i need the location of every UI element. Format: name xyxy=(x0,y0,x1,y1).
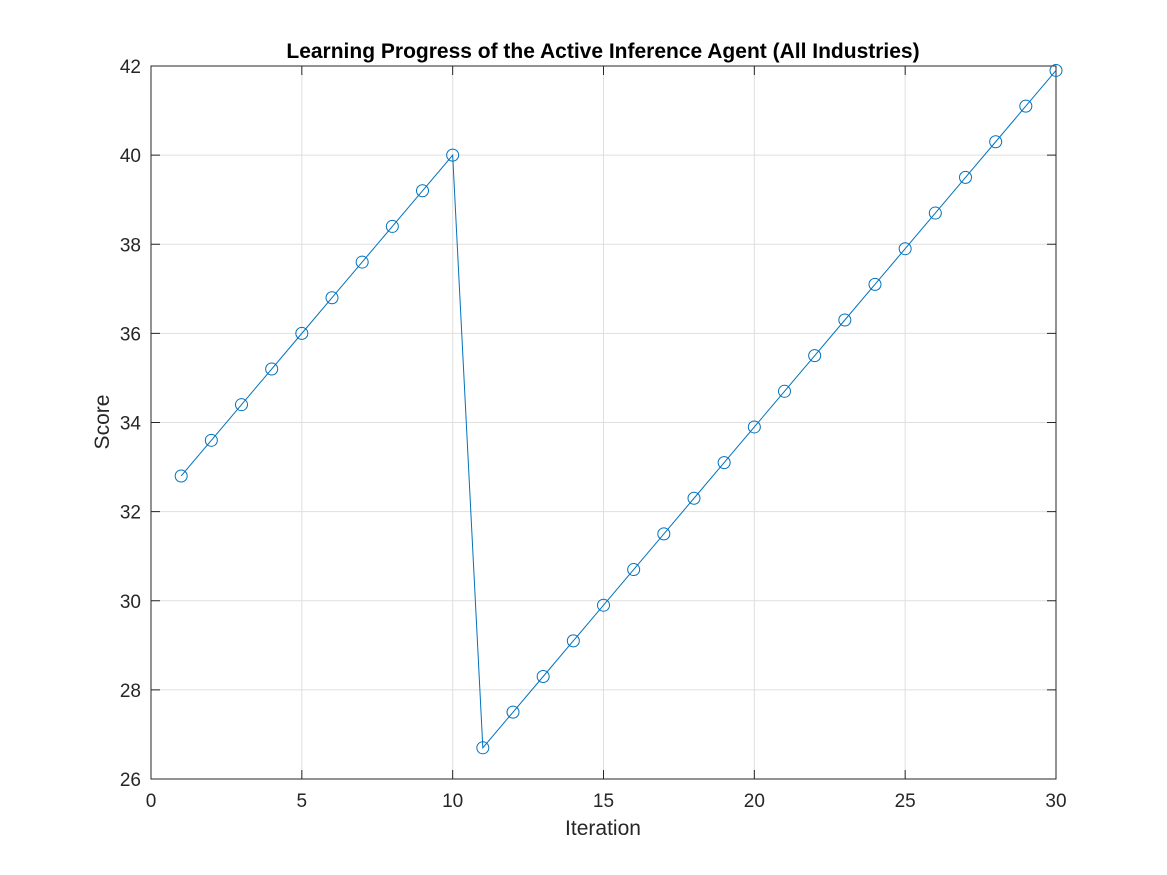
y-tick-label: 26 xyxy=(120,770,141,791)
series-layer xyxy=(174,63,1063,755)
x-tick-label: 0 xyxy=(146,791,157,812)
chart-title: Learning Progress of the Active Inferenc… xyxy=(286,40,919,63)
data-point-marker xyxy=(416,184,429,198)
data-point-marker xyxy=(355,255,369,269)
data-point-marker xyxy=(325,291,339,305)
y-tick-label: 40 xyxy=(120,146,141,167)
data-point-marker xyxy=(476,741,490,755)
data-point-marker xyxy=(265,362,279,376)
x-tick-label: 15 xyxy=(593,791,614,812)
data-point-marker xyxy=(506,705,520,719)
x-tick-label: 5 xyxy=(297,791,308,812)
data-point-marker xyxy=(385,219,399,233)
data-point-marker xyxy=(808,349,822,363)
data-point-marker xyxy=(959,170,972,184)
data-point-marker xyxy=(1019,99,1033,113)
x-tick-label: 10 xyxy=(442,791,463,812)
data-point-marker xyxy=(687,491,701,505)
data-point-marker xyxy=(204,433,218,447)
y-tick-label: 32 xyxy=(120,503,141,524)
data-point-marker xyxy=(898,242,912,256)
data-point-marker xyxy=(295,326,309,340)
y-tick-label: 28 xyxy=(120,681,141,702)
data-point-marker xyxy=(174,469,188,483)
y-tick-label: 42 xyxy=(120,57,141,78)
y-axis-label: Score xyxy=(91,395,114,450)
data-point-marker xyxy=(566,634,580,648)
data-point-marker xyxy=(989,135,1003,149)
data-point-marker xyxy=(868,277,882,291)
data-point-marker xyxy=(1049,63,1063,77)
grid-lines xyxy=(150,65,1057,780)
data-point-marker xyxy=(778,384,791,398)
data-point-marker xyxy=(536,670,550,684)
y-tick-labels: 26 28 30 32 34 36 38 40 42 xyxy=(120,57,142,791)
y-tick-label: 36 xyxy=(120,324,141,345)
y-tick-label: 38 xyxy=(120,235,141,256)
data-point-marker xyxy=(235,398,248,412)
data-point-marker xyxy=(657,527,671,541)
data-point-marker xyxy=(627,563,641,577)
data-point-marker xyxy=(928,206,942,220)
y-tick-label: 34 xyxy=(120,414,142,435)
y-tick-label: 30 xyxy=(120,592,141,613)
plot-area-frame xyxy=(150,65,1057,780)
x-tick-label: 25 xyxy=(895,791,916,812)
x-axis-label: Iteration xyxy=(565,817,641,840)
data-point-marker xyxy=(747,420,761,434)
data-point-marker xyxy=(446,148,460,162)
data-point-marker xyxy=(717,456,731,470)
data-point-marker xyxy=(838,313,852,327)
data-point-marker xyxy=(597,598,610,612)
x-tick-label: 20 xyxy=(744,791,765,812)
series-line xyxy=(180,70,1057,750)
x-tick-label: 30 xyxy=(1045,791,1066,812)
x-tick-labels: 0 5 10 15 20 25 30 xyxy=(146,791,1067,812)
